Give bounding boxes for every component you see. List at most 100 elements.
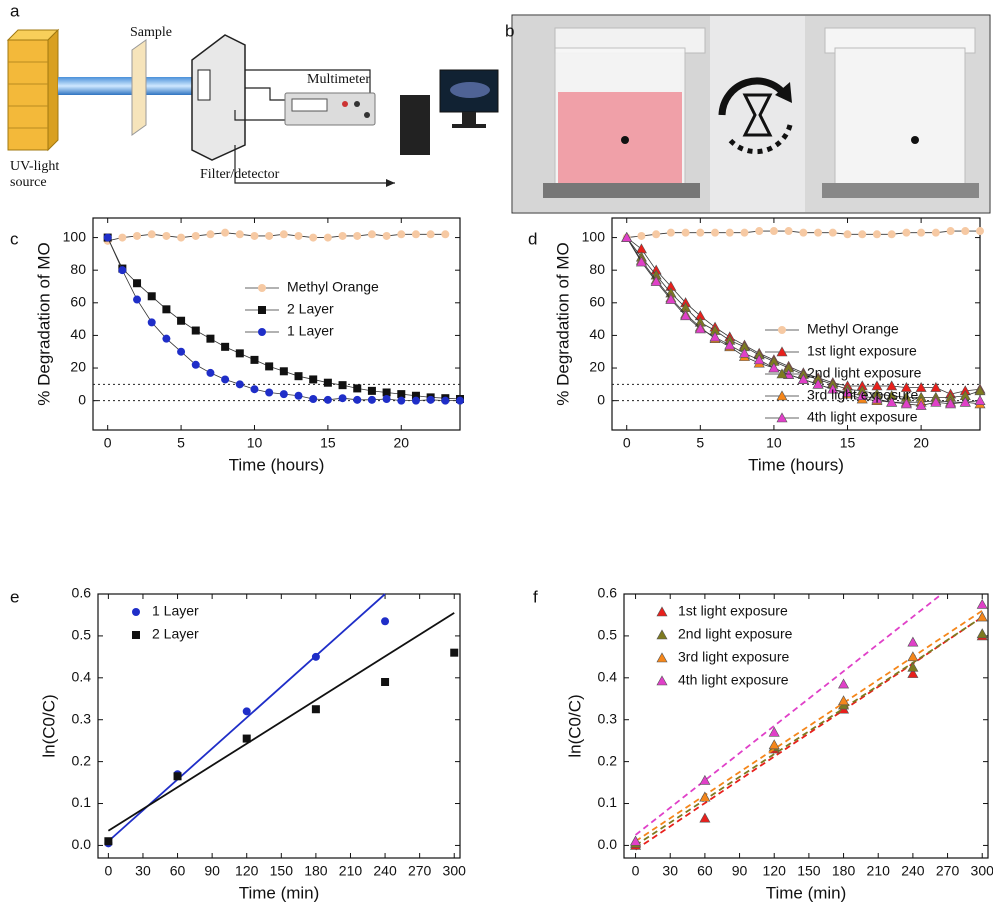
marker xyxy=(382,388,391,397)
marker xyxy=(740,228,749,237)
plot-frame xyxy=(92,217,461,431)
x-tick-label: 15 xyxy=(840,435,856,451)
marker xyxy=(133,231,142,240)
legend-label: 1st light exposure xyxy=(678,603,788,619)
marker xyxy=(738,347,750,358)
marker xyxy=(755,227,764,236)
plot-frame xyxy=(611,217,981,431)
marker xyxy=(221,228,230,237)
marker xyxy=(635,256,647,267)
marker xyxy=(838,695,850,706)
marker xyxy=(666,228,675,237)
marker xyxy=(946,227,955,236)
marker xyxy=(838,678,850,689)
marker xyxy=(426,230,435,239)
marker xyxy=(162,231,171,240)
x-tick-label: 180 xyxy=(304,863,328,879)
x-tick-label: 150 xyxy=(797,863,821,879)
label: Filter/detector xyxy=(200,167,280,182)
sample-plate xyxy=(131,39,147,136)
legend-label: 2 Layer xyxy=(287,301,334,317)
marker xyxy=(242,707,251,716)
panel-label: e xyxy=(10,587,19,606)
marker xyxy=(753,354,765,365)
y-tick-label: 0.0 xyxy=(598,836,618,852)
y-tick-label: 20 xyxy=(589,359,605,375)
marker xyxy=(353,395,362,404)
marker xyxy=(621,231,633,242)
marker xyxy=(191,360,200,369)
legend-label: 2 Layer xyxy=(152,626,199,642)
legend-marker xyxy=(776,346,788,357)
marker xyxy=(637,231,646,240)
marker xyxy=(768,362,780,373)
legend-label: 2nd light exposure xyxy=(678,626,793,642)
x-tick-label: 120 xyxy=(235,863,259,879)
marker xyxy=(665,293,677,304)
arrow-head xyxy=(386,179,395,187)
marker xyxy=(397,396,406,405)
marker xyxy=(367,230,376,239)
marker xyxy=(652,230,661,239)
multimeter-display xyxy=(291,98,328,112)
marker xyxy=(450,648,459,657)
marker xyxy=(118,266,127,275)
light-beam xyxy=(58,77,133,95)
marker xyxy=(411,230,420,239)
x-tick-label: 300 xyxy=(971,863,993,879)
marker xyxy=(784,227,793,236)
marker xyxy=(147,230,156,239)
legend-marker xyxy=(258,328,266,336)
y-tick-label: 0.3 xyxy=(72,710,92,726)
marker xyxy=(769,227,778,236)
marker xyxy=(931,228,940,237)
y-tick-label: 0.2 xyxy=(598,752,618,768)
y-tick-label: 20 xyxy=(70,359,86,375)
marker xyxy=(250,231,259,240)
marker xyxy=(768,726,780,737)
computer-tower xyxy=(400,95,430,155)
marker xyxy=(907,636,919,647)
marker xyxy=(177,316,186,325)
x-tick-label: 300 xyxy=(443,863,467,879)
marker xyxy=(961,227,970,236)
series-line xyxy=(107,237,460,402)
x-tick-label: 270 xyxy=(936,863,960,879)
marker xyxy=(191,231,200,240)
legend-label: 3rd light exposure xyxy=(678,649,790,665)
label: Multimeter xyxy=(307,72,370,87)
marker xyxy=(279,390,288,399)
y-tick-label: 80 xyxy=(589,261,605,277)
cycle-arrow xyxy=(718,77,788,116)
legend-marker xyxy=(778,326,786,334)
y-axis-title: % Degradation of MO xyxy=(553,242,572,405)
y-tick-label: 60 xyxy=(70,294,86,310)
marker xyxy=(367,395,376,404)
panel-label: f xyxy=(533,587,538,606)
marker xyxy=(959,396,971,407)
photo-panel xyxy=(511,14,991,214)
marker xyxy=(630,835,642,846)
marker xyxy=(976,611,988,622)
legend-marker xyxy=(656,675,668,686)
marker xyxy=(917,228,926,237)
x-tick-label: 15 xyxy=(320,435,336,451)
x-tick-label: 210 xyxy=(339,863,363,879)
x-tick-label: 210 xyxy=(867,863,891,879)
marker xyxy=(221,342,230,351)
marker xyxy=(235,380,244,389)
legend-marker xyxy=(258,306,266,314)
marker xyxy=(902,228,911,237)
y-tick-label: 80 xyxy=(70,261,86,277)
label: UV-light xyxy=(10,159,59,174)
marker xyxy=(696,228,705,237)
marker xyxy=(338,231,347,240)
x-axis-title: Time (hours) xyxy=(229,455,325,474)
marker xyxy=(930,396,942,407)
y-tick-label: 0.6 xyxy=(72,585,92,601)
marker xyxy=(133,279,142,288)
marker xyxy=(147,318,156,327)
marker xyxy=(162,305,171,314)
marker xyxy=(650,275,662,286)
marker xyxy=(279,230,288,239)
